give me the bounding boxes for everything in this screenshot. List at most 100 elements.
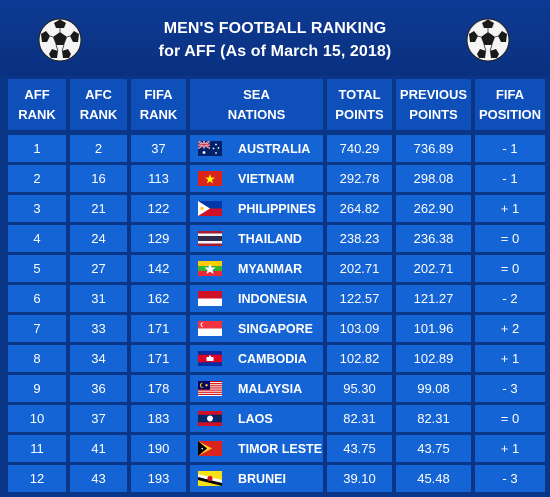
cell-fifa-position: - 1 [475,135,545,162]
value-fifa-position: + 2 [500,321,520,336]
value-previous-points: 43.75 [417,441,450,456]
cambodia-flag [198,351,222,366]
cell-aff-rank: 1 [8,135,66,162]
value-aff-rank: 10 [29,411,45,426]
malaysia-flag [198,381,222,396]
cell-previous-points: 101.96 [396,315,471,342]
cell-fifa-rank: 193 [131,465,186,492]
value-sea-nations: LAOS [238,411,273,426]
laos-flag [198,411,222,426]
value-fifa-position: = 0 [500,411,520,426]
cell-fifa-rank: 171 [131,315,186,342]
value-fifa-rank: 142 [147,261,170,276]
column-header-line: POINTS [335,106,384,122]
title-banner: MEN'S FOOTBALL RANKING for AFF (As of Ma… [0,0,550,76]
value-aff-rank: 3 [33,201,41,216]
column-header-line: AFC [85,86,112,102]
column-header-previous-points: PREVIOUS POINTS [396,79,471,130]
column-header-line: NATIONS [227,106,286,122]
cell-previous-points: 102.89 [396,345,471,372]
cell-aff-rank: 10 [8,405,66,432]
cell-fifa-position: + 1 [475,345,545,372]
value-fifa-rank: 113 [148,171,169,186]
value-aff-rank: 1 [33,141,41,156]
cell-fifa-rank: 122 [131,195,186,222]
cell-aff-rank: 9 [8,375,66,402]
column-header-line: RANK [79,106,118,122]
cell-previous-points: 121.27 [396,285,471,312]
column-header-line: TOTAL [338,86,381,102]
cell-fifa-position: - 3 [475,465,545,492]
value-sea-nations: VIETNAM [238,171,295,186]
cell-aff-rank: 8 [8,345,66,372]
cell-total-points: 43.75 [327,435,392,462]
value-afc-rank: 2 [94,141,103,156]
value-total-points: 238.23 [339,231,380,246]
value-fifa-rank: 190 [147,441,170,456]
value-total-points: 82.31 [343,411,376,426]
cell-aff-rank: 11 [8,435,66,462]
value-sea-nations: TIMOR LESTE [238,441,323,456]
cell-sea-nations: AUSTRALIA [190,135,323,162]
value-total-points: 740.29 [339,141,380,156]
value-fifa-position: = 0 [500,231,520,246]
value-sea-nations: MYANMAR [238,261,303,276]
cell-afc-rank: 36 [70,375,127,402]
cell-previous-points: 99.08 [396,375,471,402]
myanmar-flag [198,261,222,276]
cell-aff-rank: 7 [8,315,66,342]
value-afc-rank: 33 [91,321,106,336]
cell-previous-points: 45.48 [396,465,471,492]
value-fifa-position: - 3 [502,381,518,396]
value-aff-rank: 9 [33,381,41,396]
page-title: MEN'S FOOTBALL RANKING [163,20,387,37]
column-header-afc-rank: AFC RANK [70,79,127,130]
timor-leste-flag [198,441,222,456]
cell-total-points: 103.09 [327,315,392,342]
cell-fifa-position: - 1 [475,165,545,192]
value-aff-rank: 8 [33,351,41,366]
value-sea-nations: MALAYSIA [238,381,303,396]
cell-previous-points: 236.38 [396,225,471,252]
page-subtitle: for AFF (As of March 15, 2018) [158,43,392,60]
value-aff-rank: 4 [33,231,41,246]
value-fifa-rank: 129 [147,231,170,246]
cell-fifa-rank: 37 [131,135,186,162]
value-afc-rank: 43 [91,471,106,486]
cell-afc-rank: 27 [70,255,127,282]
column-header-aff-rank: AFF RANK [8,79,66,130]
value-fifa-rank: 162 [147,291,170,306]
vietnam-flag [198,171,222,186]
value-aff-rank: 2 [33,171,41,186]
cell-previous-points: 298.08 [396,165,471,192]
value-sea-nations: SINGAPORE [238,321,314,336]
value-fifa-position: + 1 [500,201,520,216]
cell-sea-nations: LAOS [190,405,323,432]
column-header-line: FIFA [495,86,525,102]
value-sea-nations: PHILIPPINES [238,201,316,216]
value-total-points: 43.75 [343,441,376,456]
cell-sea-nations: BRUNEI [190,465,323,492]
cell-total-points: 82.31 [327,405,392,432]
cell-sea-nations: MALAYSIA [190,375,323,402]
value-previous-points: 736.89 [413,141,454,156]
cell-afc-rank: 31 [70,285,127,312]
cell-aff-rank: 2 [8,165,66,192]
cell-total-points: 202.71 [327,255,392,282]
cell-afc-rank: 43 [70,465,127,492]
cell-fifa-rank: 142 [131,255,186,282]
value-sea-nations: AUSTRALIA [238,141,311,156]
cell-fifa-position: + 2 [475,315,545,342]
cell-total-points: 39.10 [327,465,392,492]
cell-previous-points: 262.90 [396,195,471,222]
value-aff-rank: 6 [33,291,41,306]
value-sea-nations: BRUNEI [238,471,286,486]
cell-sea-nations: INDONESIA [190,285,323,312]
value-fifa-position: + 1 [500,441,520,456]
value-fifa-rank: 37 [151,141,166,156]
cell-afc-rank: 21 [70,195,127,222]
value-previous-points: 236.38 [413,231,454,246]
value-total-points: 102.82 [339,351,380,366]
cell-total-points: 95.30 [327,375,392,402]
cell-sea-nations: PHILIPPINES [190,195,323,222]
